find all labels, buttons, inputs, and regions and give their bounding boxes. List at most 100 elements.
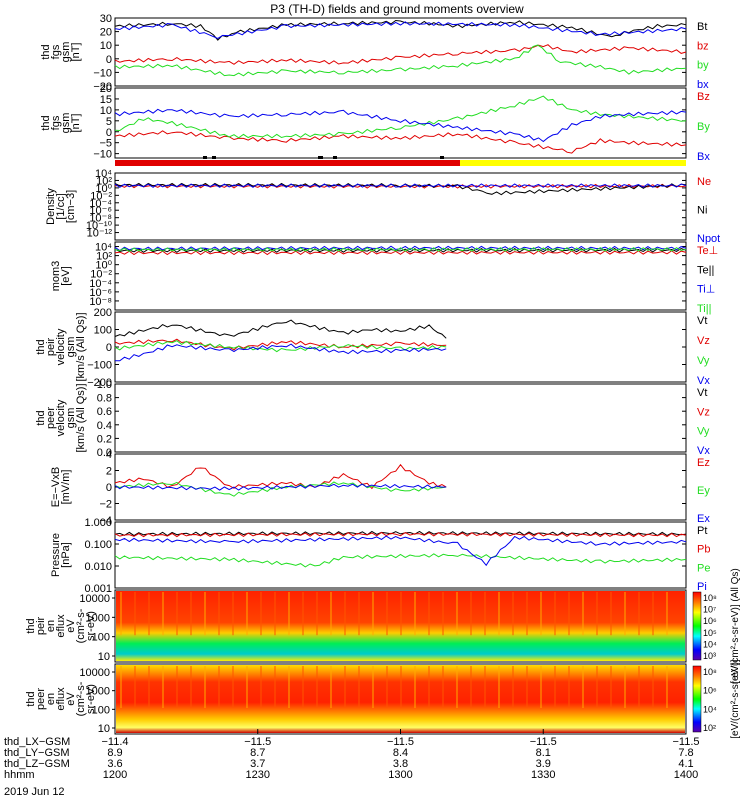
legend-Vy: Vy bbox=[697, 355, 710, 367]
y-axis-label: velocity bbox=[55, 328, 67, 365]
spectrogram-streak bbox=[162, 592, 164, 636]
spectrogram-streak bbox=[442, 666, 444, 708]
y-tick-label: 10⁻⁴ bbox=[89, 278, 112, 290]
spectrogram-streak bbox=[428, 666, 430, 708]
spectrogram-streak bbox=[498, 592, 500, 636]
y-axis-label: thd bbox=[25, 618, 37, 633]
legend-Bz: Bz bbox=[697, 91, 710, 103]
spectrogram-streak bbox=[526, 592, 528, 636]
panel-frame bbox=[114, 589, 687, 663]
y-tick-label: 10⁻² bbox=[90, 269, 112, 281]
y-axis-label: mom3 bbox=[50, 261, 62, 292]
y-axis-label: [cm−3] bbox=[65, 190, 77, 223]
spectrogram-streak bbox=[568, 592, 570, 636]
spectrogram-streak bbox=[666, 592, 668, 636]
y-tick-label: 10⁻¹² bbox=[87, 228, 113, 240]
y-tick-label: 0 bbox=[106, 342, 112, 354]
x-tick-label: 1300 bbox=[388, 769, 412, 781]
y-tick-label: 1000 bbox=[86, 612, 110, 624]
y-axis-label: gsm bbox=[65, 337, 77, 358]
spectrogram-streak bbox=[596, 592, 598, 636]
spectrogram-streak bbox=[176, 592, 178, 636]
spectrogram-streak bbox=[428, 592, 430, 636]
y-tick-label: 10⁻⁸ bbox=[89, 296, 112, 308]
legend-Ey: Ey bbox=[697, 485, 710, 497]
y-axis-label: velocity bbox=[55, 399, 67, 436]
x-tick-label: 1400 bbox=[674, 769, 698, 781]
spectrogram-streak bbox=[582, 666, 584, 708]
y-axis-label: [km/s (All Qs)] bbox=[75, 312, 87, 381]
spectrogram-streak bbox=[470, 592, 472, 636]
spectrogram-streak bbox=[134, 666, 136, 708]
y-tick-label: 1000 bbox=[86, 686, 110, 698]
spectrogram-streak bbox=[596, 666, 598, 708]
y-tick-label: 10 bbox=[98, 651, 110, 663]
y-axis-label: [nPa] bbox=[60, 542, 72, 568]
y-tick-label: 10⁻¹⁰ bbox=[86, 220, 113, 232]
spectrogram-streak bbox=[176, 666, 178, 708]
spectrogram-streak bbox=[610, 592, 612, 636]
spectrogram-streak bbox=[638, 592, 640, 636]
spectrogram-streak bbox=[484, 592, 486, 636]
spectrogram-streak bbox=[386, 592, 388, 636]
y-tick-label: 10⁻⁸ bbox=[89, 213, 112, 225]
spectrogram-streak bbox=[526, 666, 528, 708]
y-axis-label: sr-eV) bbox=[85, 611, 97, 641]
legend-bx: bx bbox=[697, 79, 709, 91]
x-tick-label: 3.9 bbox=[536, 758, 551, 770]
spectrogram-streak bbox=[358, 666, 360, 708]
colorbar-tick-label: 10³ bbox=[703, 651, 716, 661]
x-tick-label: 3.6 bbox=[107, 758, 122, 770]
spectrogram-streak bbox=[484, 666, 486, 708]
legend-Ez: Ez bbox=[697, 457, 710, 469]
colorbar-tick-label: 10⁴ bbox=[703, 639, 717, 649]
y-axis-label: [mV/m] bbox=[60, 470, 72, 505]
spectrogram-streak bbox=[442, 592, 444, 636]
series-Vt bbox=[114, 319, 447, 339]
series-Ez bbox=[114, 463, 447, 490]
legend-Te⊥: Te⊥ bbox=[697, 245, 718, 257]
legend-Vy: Vy bbox=[697, 426, 710, 438]
spectrogram-streak bbox=[358, 592, 360, 636]
spectrogram-streak bbox=[232, 592, 234, 636]
spectrogram-streak bbox=[372, 666, 374, 708]
y-tick-label: −100 bbox=[87, 360, 112, 372]
panel-frame bbox=[114, 241, 687, 311]
spectrogram-streak bbox=[260, 666, 262, 708]
series-Te⊥ bbox=[114, 250, 687, 256]
y-tick-label: 0 bbox=[106, 54, 112, 66]
legend-Vx: Vx bbox=[697, 375, 710, 387]
y-tick-label: 10⁴ bbox=[95, 168, 112, 180]
series-Bt bbox=[114, 19, 687, 41]
legend-Ti⊥: Ti⊥ bbox=[697, 284, 715, 296]
y-tick-label: 5 bbox=[106, 116, 112, 128]
y-axis-label: [km/s (All Qs)] bbox=[75, 383, 87, 452]
spectrogram-streak bbox=[582, 592, 584, 636]
colorbar-tick-label: 10⁵ bbox=[703, 628, 717, 638]
y-tick-label: 10⁻⁶ bbox=[89, 287, 112, 299]
panel-efield: 4 2 0 −2 −4 E=−VxB[mV/m] Ez Ey Ex bbox=[50, 449, 710, 527]
y-axis-label: [1/cc] bbox=[55, 193, 67, 219]
panel-frame bbox=[114, 521, 687, 589]
y-axis-label: thd bbox=[40, 44, 52, 59]
series-Pi bbox=[114, 535, 687, 567]
legend-By: By bbox=[697, 121, 710, 133]
y-tick-label: 10⁰ bbox=[95, 183, 112, 195]
legend-Npot: Npot bbox=[697, 233, 720, 245]
y-tick-label: −20 bbox=[93, 81, 112, 93]
x-row-label: thd_LY−GSM bbox=[4, 747, 70, 759]
series-by bbox=[114, 44, 687, 77]
spectrogram-streak bbox=[344, 666, 346, 708]
spectrogram-streak bbox=[498, 666, 500, 708]
date-label: 2019 Jun 12 bbox=[4, 786, 65, 798]
y-tick-label: −10 bbox=[93, 67, 112, 79]
colorbar-tick-label: 10⁶ bbox=[703, 616, 717, 626]
y-tick-label: 10² bbox=[96, 251, 112, 263]
spectrogram-streak bbox=[512, 592, 514, 636]
y-axis-label: gsm bbox=[60, 42, 72, 63]
y-axis-label: [eV] bbox=[60, 266, 72, 286]
